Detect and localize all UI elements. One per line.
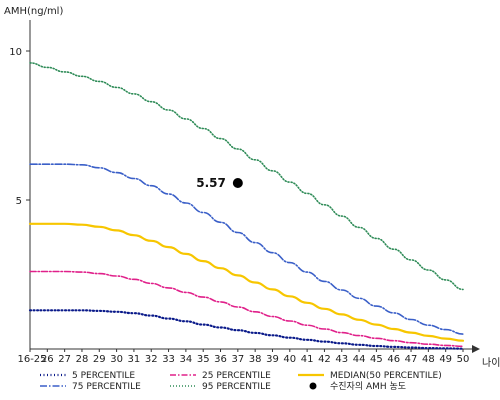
x-tick-label: 44 xyxy=(353,354,366,365)
y-ticks: 5 10 xyxy=(9,47,30,207)
x-tick-label: 30 xyxy=(110,354,123,365)
x-tick-label: 49 xyxy=(439,354,452,365)
x-axis-arrow-icon xyxy=(472,345,480,353)
legend-label: 75 PERCENTILE xyxy=(72,382,141,392)
x-tick-label: 37 xyxy=(231,354,244,365)
x-tick-label: 45 xyxy=(370,354,383,365)
chart-axes xyxy=(29,20,480,353)
series-line-1 xyxy=(28,309,465,350)
x-tick-label: 47 xyxy=(405,354,418,365)
x-tick-label: 40 xyxy=(283,354,296,365)
x-tick-label: 35 xyxy=(197,354,210,365)
legend-label: 25 PERCENTILE xyxy=(202,371,271,381)
highlight-group: 5.57 xyxy=(196,176,243,190)
y-tick-label: 10 xyxy=(9,47,22,58)
legend-label: MEDIAN(50 PERCENTILE) xyxy=(330,371,442,381)
y-tick-label: 5 xyxy=(16,196,22,207)
x-tick-label: 48 xyxy=(422,354,435,365)
series-line-3 xyxy=(28,222,465,342)
patient-amh-point xyxy=(232,178,243,189)
x-tick-label: 29 xyxy=(93,354,106,365)
x-tick-label: 16-25 xyxy=(17,354,46,365)
series-lines xyxy=(28,62,465,350)
x-tick-label: 50 xyxy=(457,354,470,365)
x-tick-label: 43 xyxy=(335,354,348,365)
legend-point-marker xyxy=(309,382,317,390)
x-tick-label: 34 xyxy=(180,354,193,365)
patient-amh-value-label: 5.57 xyxy=(196,176,226,190)
x-tick-label: 33 xyxy=(162,354,175,365)
x-tick-label: 46 xyxy=(387,354,400,365)
chart-legend: 5 PERCENTILE 25 PERCENTILE MEDIAN(50 PERCE… xyxy=(40,371,442,392)
x-tick-label: 41 xyxy=(301,354,314,365)
series-line-2 xyxy=(29,270,464,348)
x-tick-label: 31 xyxy=(128,354,141,365)
series-line-4 xyxy=(29,163,464,335)
x-tick-label: 32 xyxy=(145,354,158,365)
x-tick-label: 28 xyxy=(76,354,89,365)
x-tick-label: 36 xyxy=(214,354,227,365)
y-axis-title: AMH(ng/ml) xyxy=(4,6,63,17)
x-tick-label: 27 xyxy=(58,354,71,365)
x-tick-label: 42 xyxy=(318,354,331,365)
x-tick-label: 26 xyxy=(41,354,54,365)
legend-label: 95 PERCENTILE xyxy=(202,382,271,392)
x-tick-label: 39 xyxy=(266,354,279,365)
series-line-5 xyxy=(29,62,464,291)
x-axis-title: 나이 xyxy=(482,357,500,369)
legend-label: 수진자의 AMH 농도 xyxy=(330,381,406,392)
legend-label: 5 PERCENTILE xyxy=(72,371,135,381)
x-tick-label: 38 xyxy=(249,354,262,365)
